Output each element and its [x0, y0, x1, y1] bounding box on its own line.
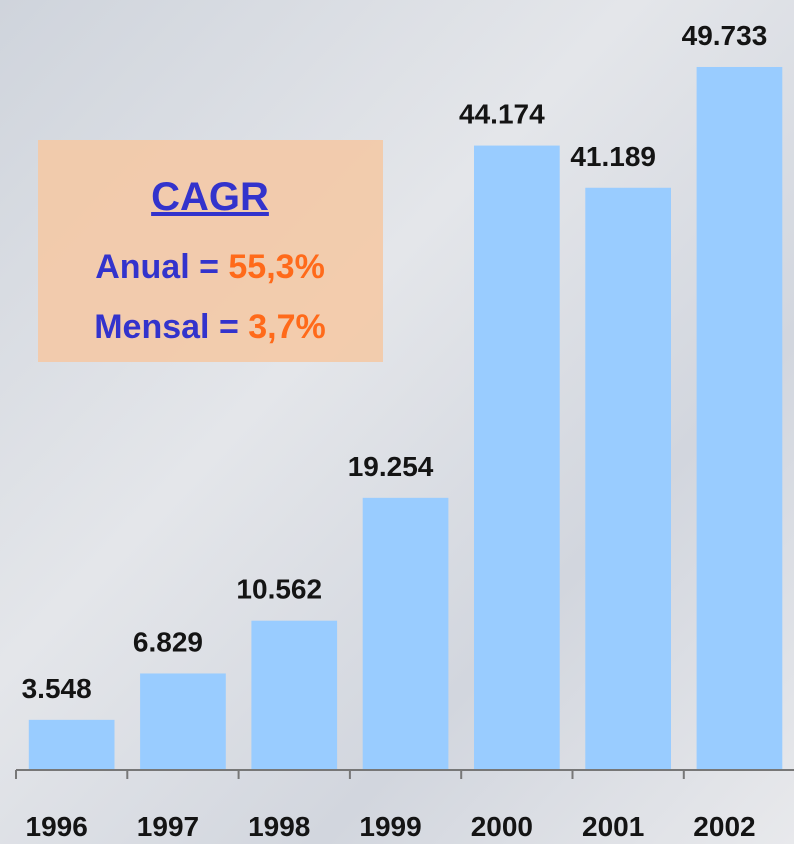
data-label: 6.829: [133, 626, 203, 657]
x-tick-label: 1998: [248, 811, 310, 842]
bar: [696, 66, 783, 771]
annotation-label: Mensal =: [94, 308, 248, 346]
annotation-value: 55,3%: [228, 248, 324, 286]
annotation-title: CAGR: [151, 175, 269, 219]
x-tick-label: 1997: [137, 811, 199, 842]
bar: [251, 620, 338, 770]
annotation-line: Mensal = 3,7%: [94, 308, 326, 346]
bar: [28, 719, 115, 770]
x-tick-label: 2001: [582, 811, 644, 842]
bar: [362, 497, 449, 770]
bar: [140, 673, 226, 770]
bar: [473, 145, 560, 770]
x-tick-label: 1999: [359, 811, 421, 842]
annotation-box: [38, 140, 383, 362]
data-label: 44.174: [459, 99, 545, 130]
annotation-value: 3,7%: [248, 308, 326, 346]
data-label: 49.733: [682, 20, 768, 51]
x-tick-label: 1996: [26, 811, 88, 842]
data-label: 41.189: [570, 141, 656, 172]
x-tick-label: 2000: [471, 811, 533, 842]
data-label: 19.254: [348, 451, 434, 482]
annotation-label: Anual =: [95, 248, 228, 286]
annotation-line: Anual = 55,3%: [95, 248, 325, 286]
data-label: 3.548: [22, 673, 92, 704]
x-tick-label: 2002: [693, 811, 755, 842]
bar: [585, 187, 672, 771]
data-label: 10.562: [236, 574, 322, 605]
